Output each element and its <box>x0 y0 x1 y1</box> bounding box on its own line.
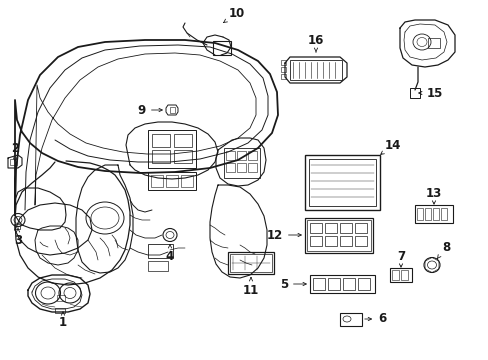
Bar <box>400 270 407 280</box>
Bar <box>432 208 438 220</box>
Bar <box>289 60 341 80</box>
Bar <box>424 208 430 220</box>
Text: 5: 5 <box>279 278 305 291</box>
Bar <box>148 172 196 190</box>
Bar <box>57 295 65 301</box>
Bar <box>308 159 375 206</box>
Bar <box>414 205 452 223</box>
Bar <box>224 148 260 178</box>
Bar <box>354 223 366 233</box>
Bar <box>151 175 163 187</box>
Text: 1: 1 <box>59 312 67 328</box>
Bar <box>213 41 230 55</box>
Bar <box>237 163 245 172</box>
Bar <box>148 261 168 271</box>
Bar <box>339 236 351 246</box>
Bar <box>247 163 257 172</box>
Bar <box>152 134 170 147</box>
Bar <box>309 236 321 246</box>
Bar <box>306 220 370 251</box>
Bar <box>148 244 173 258</box>
Bar <box>327 278 339 290</box>
Text: 14: 14 <box>380 139 400 154</box>
Bar <box>174 150 192 163</box>
Bar <box>389 268 411 282</box>
Bar <box>391 270 398 280</box>
Bar <box>281 67 285 72</box>
Bar <box>181 175 193 187</box>
Bar <box>10 159 17 165</box>
Bar <box>237 151 245 160</box>
Bar <box>427 38 439 48</box>
Bar <box>174 134 192 147</box>
Bar <box>339 223 351 233</box>
Bar <box>409 88 419 98</box>
Bar <box>247 151 257 160</box>
Text: 16: 16 <box>307 33 324 52</box>
Text: 9: 9 <box>138 104 162 117</box>
Bar <box>148 130 196 168</box>
Bar <box>339 313 361 326</box>
Bar <box>354 236 366 246</box>
Bar <box>227 252 273 274</box>
Text: 6: 6 <box>364 312 386 325</box>
Bar <box>309 275 374 293</box>
Bar <box>225 163 235 172</box>
Bar <box>325 223 336 233</box>
Bar <box>342 278 354 290</box>
Bar <box>325 236 336 246</box>
Text: 8: 8 <box>436 240 449 258</box>
Text: 3: 3 <box>14 228 22 247</box>
Text: 7: 7 <box>396 249 404 267</box>
Bar <box>305 155 379 210</box>
Text: 2: 2 <box>11 141 19 161</box>
Bar <box>312 278 325 290</box>
Bar <box>309 223 321 233</box>
Bar <box>281 74 285 79</box>
Bar <box>416 208 422 220</box>
Text: 10: 10 <box>223 6 244 23</box>
Bar <box>170 107 175 113</box>
Bar <box>152 150 170 163</box>
Text: 15: 15 <box>418 86 442 99</box>
Bar <box>440 208 446 220</box>
Text: 13: 13 <box>425 186 441 204</box>
Bar <box>357 278 369 290</box>
Bar <box>229 254 271 272</box>
Text: 12: 12 <box>266 229 301 242</box>
Bar <box>281 60 285 65</box>
Text: 11: 11 <box>243 278 259 297</box>
Text: 4: 4 <box>165 244 174 264</box>
Bar <box>225 151 235 160</box>
Bar <box>14 224 20 229</box>
Bar <box>55 308 65 313</box>
Bar <box>165 175 178 187</box>
Bar <box>305 218 372 253</box>
